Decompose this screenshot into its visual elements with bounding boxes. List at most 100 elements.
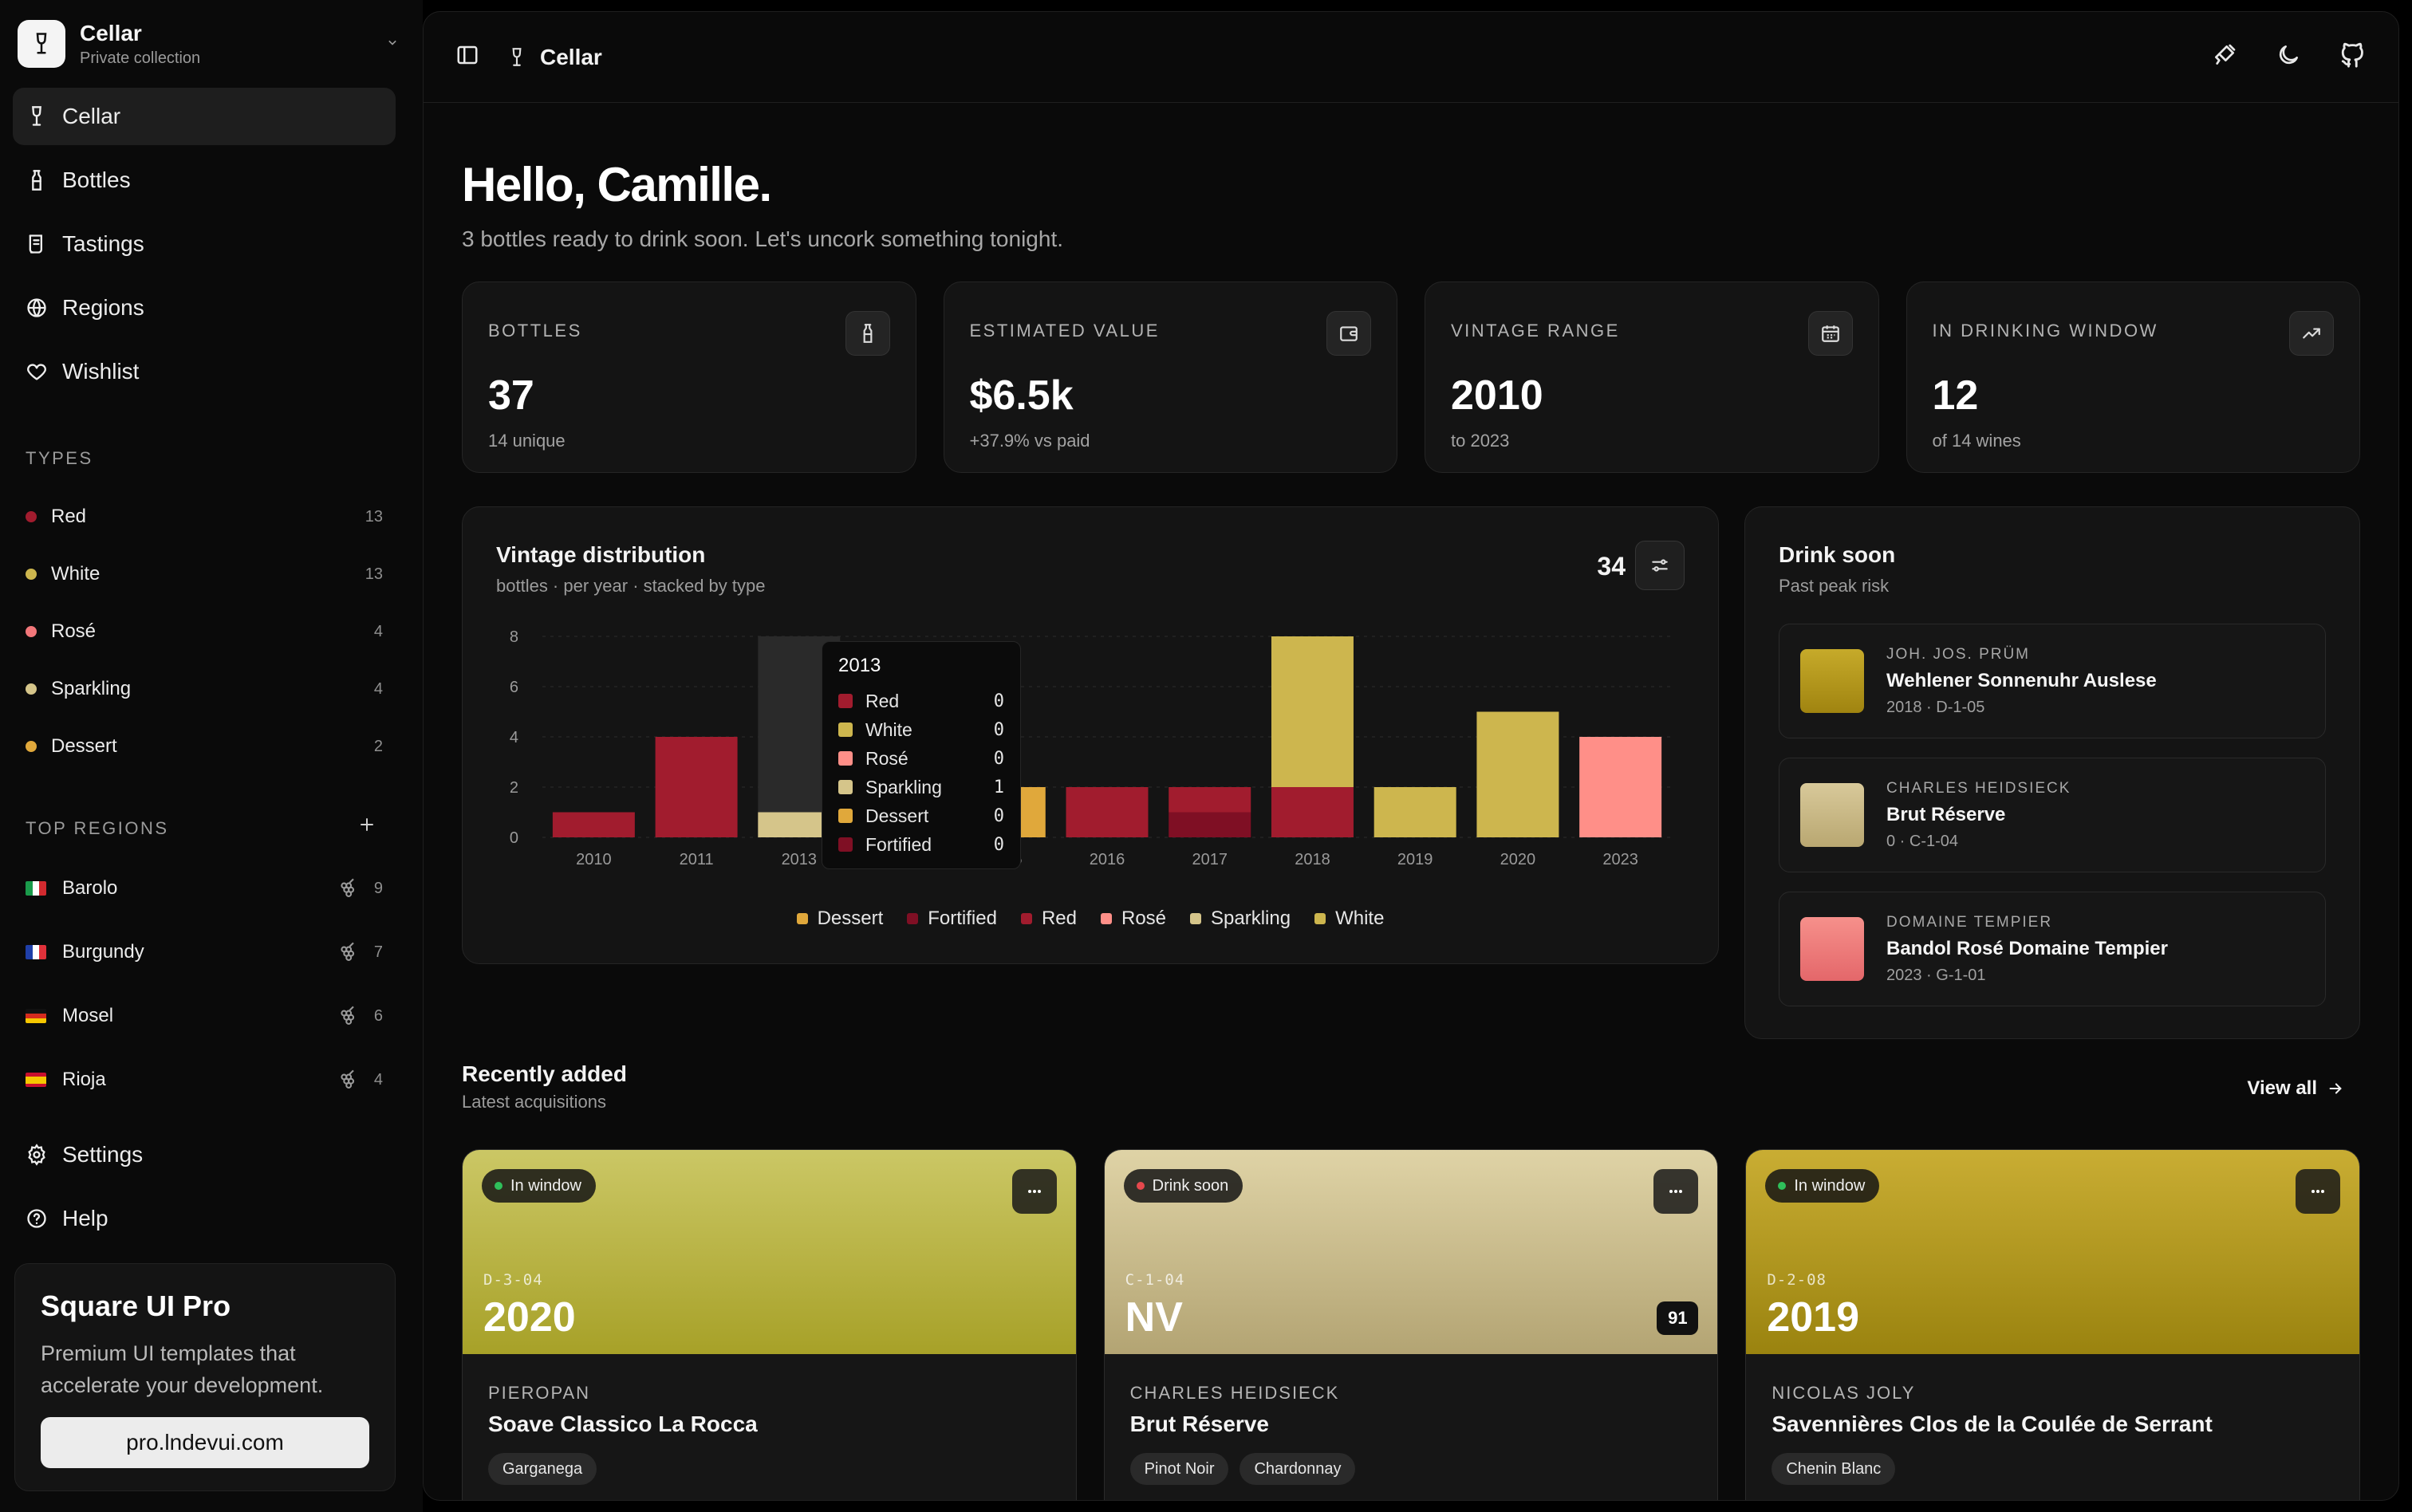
bar-rosé-2023[interactable] [1579, 737, 1662, 837]
drink-soon-item[interactable]: CHARLES HEIDSIECK Brut Réserve 0 · C-1-0… [1779, 758, 2326, 872]
bar-white-2019[interactable] [1374, 787, 1456, 837]
type-dot [26, 683, 37, 695]
wine-glass-icon [512, 47, 522, 66]
wine-card[interactable]: In window D-2-08 2019 NICOLAS JOLY Saven… [1745, 1149, 2361, 1500]
tooltip-row: Dessert 0 [838, 801, 1004, 830]
type-item-dessert[interactable]: Dessert 2 [13, 718, 396, 775]
bar-red-2017[interactable] [1169, 787, 1251, 813]
legend-item[interactable]: Rosé [1100, 908, 1166, 930]
stat-value: $6.5k [969, 372, 1074, 419]
legend-item[interactable]: Fortified [907, 908, 997, 930]
region-label: Rioja [62, 1069, 106, 1090]
more-options-button[interactable] [2296, 1169, 2341, 1214]
add-region-button[interactable] [357, 815, 376, 838]
github-icon [2341, 42, 2363, 68]
legend-item[interactable]: Sparkling [1190, 908, 1291, 930]
dark-mode-toggle[interactable] [2276, 42, 2301, 72]
sidebar-toggle-button[interactable] [455, 43, 479, 71]
trending-up-icon [2289, 311, 2334, 356]
region-item-mosel[interactable]: Mosel 6 [13, 984, 396, 1048]
wine-name: Soave Classico La Rocca [488, 1412, 758, 1436]
workspace-switcher[interactable]: Cellar Private collection [18, 18, 400, 70]
bar-white-2018[interactable] [1271, 636, 1354, 787]
wine-card[interactable]: Drink soon C-1-04 NV 91 CHARLES HEIDSIEC… [1103, 1149, 1719, 1500]
tooltip-swatch [838, 780, 853, 794]
tooltip-row: Fortified 0 [838, 830, 1004, 859]
vintage-chart[interactable]: 0246820102011201320142015201620172018201… [463, 507, 1720, 965]
legend-item[interactable]: Red [1020, 908, 1077, 930]
chart-total: 34 [1597, 552, 1626, 581]
type-dot [26, 741, 37, 752]
bar-fortified-2017[interactable] [1169, 812, 1251, 838]
drink-soon-list: JOH. JOS. PRÜM Wehlener Sonnenuhr Ausles… [1779, 624, 2326, 1026]
nav-item-bottles[interactable]: Bottles [13, 152, 396, 209]
sidebar: Cellar Private collection Cellar Bottles… [0, 0, 423, 1512]
drink-soon-item[interactable]: DOMAINE TEMPIER Bandol Rosé Domaine Temp… [1779, 892, 2326, 1006]
nav-item-tastings[interactable]: Tastings [13, 215, 396, 273]
wine-name: Brut Réserve [1886, 803, 2006, 825]
plus-icon [361, 818, 373, 831]
cellar-location: D-3-04 [483, 1271, 543, 1289]
legend-item[interactable]: Dessert [796, 908, 883, 930]
type-count: 4 [373, 679, 383, 698]
y-tick-label: 8 [510, 628, 518, 646]
y-tick-label: 4 [510, 729, 518, 746]
nav-label: Settings [62, 1142, 144, 1167]
spain-flag-icon [26, 1073, 46, 1087]
github-link[interactable] [2339, 41, 2367, 73]
bar-red-2016[interactable] [1066, 787, 1149, 837]
view-all-link[interactable]: View all [2247, 1077, 2344, 1100]
tooltip-series-name: Rosé [865, 747, 908, 769]
type-item-red[interactable]: Red 13 [13, 488, 396, 545]
chart-tooltip: 2013 Red 0 White 0 Rosé 0 Sparkling 1 Dessert 0 Fo… [822, 641, 1021, 869]
calendar-icon [1807, 311, 1853, 356]
chart-legend: Dessert Fortified Red Rosé Sparkling White [463, 908, 1718, 930]
more-options-button[interactable] [1653, 1169, 1699, 1214]
producer: NICOLAS JOLY [1772, 1383, 1916, 1403]
bar-red-2011[interactable] [655, 737, 738, 837]
wine-color-swatch [1800, 649, 1864, 713]
workspace-name: Cellar [80, 20, 142, 45]
bar-red-2010[interactable] [552, 812, 635, 838]
wine-hero: In window D-3-04 2020 [463, 1150, 1076, 1354]
drink-soon-title: Drink soon [1779, 542, 1896, 567]
wine-card[interactable]: In window D-3-04 2020 PIEROPAN Soave Cla… [462, 1149, 1077, 1500]
type-item-sparkling[interactable]: Sparkling 4 [13, 660, 396, 718]
legend-item[interactable]: White [1314, 908, 1384, 930]
nav-item-cellar[interactable]: Cellar [13, 88, 396, 145]
more-options-button[interactable] [1011, 1169, 1057, 1214]
legend-swatch [796, 913, 808, 924]
wine-color-swatch [1800, 783, 1864, 847]
bar-white-2020[interactable] [1476, 711, 1559, 838]
region-item-barolo[interactable]: Barolo 9 [13, 856, 396, 920]
region-item-rioja[interactable]: Rioja 4 [13, 1048, 396, 1112]
theme-customizer-button[interactable] [2212, 42, 2237, 72]
tooltip-series-name: Red [865, 690, 900, 711]
region-item-burgundy[interactable]: Burgundy 7 [13, 920, 396, 984]
tooltip-row: Red 0 [838, 687, 1004, 715]
bottle-icon [32, 170, 41, 191]
wine-name: Savennières Clos de la Coulée de Serrant [1772, 1412, 2213, 1436]
stat-card-drinking-window: IN DRINKING WINDOW 12 of 14 wines [1906, 282, 2360, 473]
nav-item-wishlist[interactable]: Wishlist [13, 343, 396, 400]
badge-label: In window [1794, 1176, 1866, 1195]
nav-item-regions[interactable]: Regions [13, 279, 396, 337]
nav-item-help[interactable]: Help [13, 1190, 396, 1247]
drink-soon-item[interactable]: JOH. JOS. PRÜM Wehlener Sonnenuhr Ausles… [1779, 624, 2326, 738]
view-all-label: View all [2247, 1077, 2317, 1099]
y-tick-label: 6 [510, 679, 518, 696]
types-list: Red 13 White 13 Rosé 4 Sparkling 4 Desse… [13, 488, 396, 775]
tooltip-swatch [838, 809, 853, 823]
sliders-icon [1652, 559, 1668, 572]
nav-item-settings[interactable]: Settings [13, 1126, 396, 1183]
italy-flag-icon [26, 881, 46, 896]
type-item-white[interactable]: White 13 [13, 545, 396, 603]
promo-button[interactable]: pro.lndevui.com [41, 1417, 369, 1468]
grapes-icon [341, 942, 355, 961]
chart-filter-button[interactable] [1635, 541, 1685, 590]
secondary-nav: Settings Help [13, 1126, 396, 1254]
bar-red-2018[interactable] [1271, 787, 1354, 837]
top-bar: Cellar [424, 12, 2398, 103]
type-item-rose[interactable]: Rosé 4 [13, 603, 396, 660]
gear-icon [28, 1144, 45, 1166]
